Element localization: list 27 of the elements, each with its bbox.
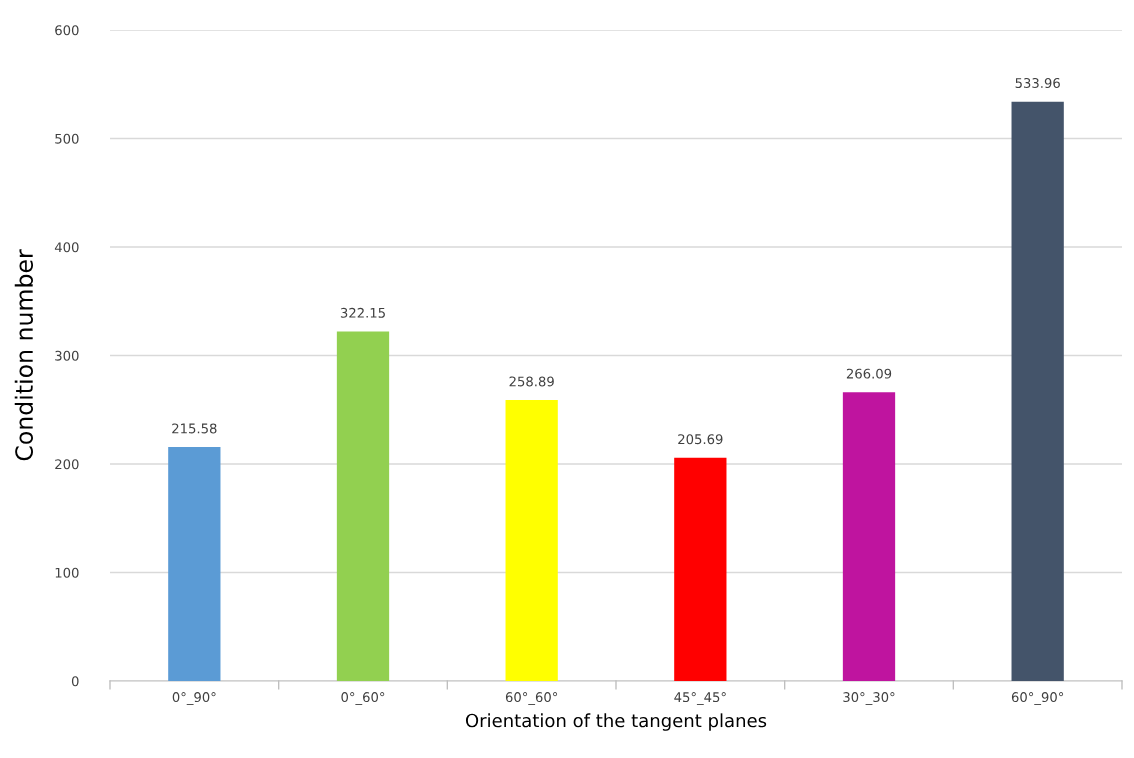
data-label: 258.89 [509, 376, 554, 387]
y-tick-label: 200 [55, 459, 79, 470]
bar [505, 400, 558, 681]
y-axis-title: Condition number [14, 249, 34, 461]
data-label: 266.09 [846, 368, 892, 379]
data-label: 322.15 [340, 307, 385, 318]
bar [336, 331, 390, 681]
x-tick-label: 60°_60° [505, 692, 558, 706]
bar [842, 392, 896, 681]
x-tick-label: 45°_45° [674, 692, 726, 706]
bar [674, 457, 727, 681]
y-tick-label: 500 [55, 133, 79, 144]
data-label: 533.96 [1015, 78, 1060, 88]
x-tick-label: 0°_90° [172, 692, 216, 706]
y-tick-label: 400 [54, 242, 79, 253]
data-label: 205.69 [678, 434, 723, 445]
y-tick-label: 0 [71, 676, 79, 687]
y-tick-label: 600 [55, 25, 79, 36]
x-tick-label: 30°_30° [843, 692, 895, 706]
data-label: 215.58 [172, 423, 217, 434]
bar [1011, 101, 1064, 681]
y-tick-label: 100 [55, 567, 79, 578]
x-tick-label: 60°_90° [1011, 692, 1064, 706]
bar [168, 447, 221, 681]
x-axis-title: Orientation of the tangent planes [465, 713, 767, 731]
y-tick-label: 300 [55, 350, 79, 361]
x-tick-label: 0°_60° [341, 692, 385, 706]
